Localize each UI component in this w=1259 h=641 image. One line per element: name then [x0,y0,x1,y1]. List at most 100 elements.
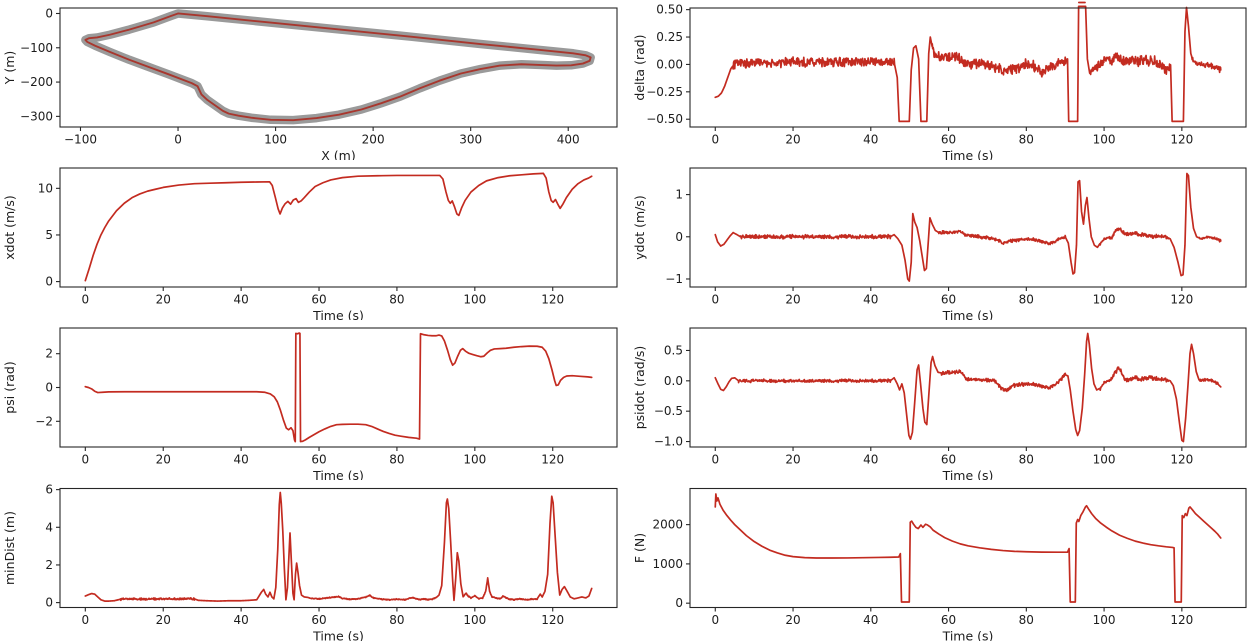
y-tick-label: −1 [665,272,683,286]
y-tick-label: −100 [20,41,53,55]
subplot-trajectory: −100 0 100 200 300 400 0 −100 −200 −300 X (m) Y (m) [0,0,630,160]
y-tick-label: 0.00 [656,57,683,71]
x-tick-label: 0 [81,453,89,467]
x-tick-label: 200 [362,133,385,147]
x-tick-label: 0 [174,133,182,147]
axes-spines [689,7,1247,128]
x-tick-label: 20 [156,453,171,467]
x-tick-label: 0 [81,293,89,307]
y-tick-label: −0.50 [646,112,683,126]
y-axis-label: ydot (m/s) [632,195,647,260]
plot-series-group [84,172,593,282]
x-tick-label: 100 [1093,453,1116,467]
x-tick-label: 60 [311,293,326,307]
y-tick-label: 0 [675,596,683,610]
y-tick-label: 0.25 [656,30,683,44]
series-line-mindist-signal [84,491,593,602]
y-tick-label: 0 [45,6,53,20]
y-tick-label: 1000 [652,557,683,571]
x-tick-label: 20 [156,293,171,307]
series-line-force-signal [714,493,1222,603]
x-tick-label: 80 [1019,453,1034,467]
y-axis-label: delta (rad) [632,34,647,100]
x-tick-label: 20 [785,613,800,627]
y-tick-label: 0 [45,596,53,610]
x-axis-label: Time (s) [312,468,364,480]
plot-series-group [714,332,1222,443]
x-tick-label: 80 [389,453,404,467]
y-tick-label: 2000 [652,518,683,532]
y-tick-label: 10 [38,181,53,195]
subplot-ydot: 0 20 40 60 80 100 120 1 0 −1 Time (s) ydot (m/s) [630,160,1259,320]
series-line-xdot-signal [84,172,593,282]
x-axis-label: Time (s) [942,629,994,641]
x-tick-label: 80 [1019,613,1034,627]
axes-spines [59,167,618,288]
x-tick-label: 120 [1170,133,1193,147]
x-axis-label: Time (s) [942,148,994,160]
x-tick-label: 300 [459,133,482,147]
axes-spines [689,167,1247,288]
x-tick-label: 100 [463,613,486,627]
trajectory-plot-canvas: −100 0 100 200 300 400 0 −100 −200 −300 X (m) Y (m) [2,6,618,160]
y-tick-label: 0 [45,275,53,289]
x-tick-label: 120 [541,613,564,627]
plot-series-group [714,1,1222,123]
x-tick-label: 60 [941,293,956,307]
x-tick-label: 60 [311,453,326,467]
ydot-plot-canvas: 0 20 40 60 80 100 120 1 0 −1 Time (s) ydot (m/s) [632,167,1247,320]
plot-series-group [84,332,593,443]
x-tick-label: 100 [1093,133,1116,147]
axes-spines [59,7,618,128]
y-axis-label: psidot (rad/s) [632,346,647,430]
x-tick-label: 60 [941,133,956,147]
y-tick-label: −2 [35,414,53,428]
plot-series-group [81,9,595,125]
x-tick-label: 0 [711,613,719,627]
x-tick-label: 40 [233,453,248,467]
y-axis-label: F (N) [632,533,647,563]
x-tick-label: 0 [81,613,89,627]
x-tick-label: 100 [463,293,486,307]
x-tick-label: 100 [264,133,287,147]
y-axis-label: psi (rad) [2,361,17,413]
x-tick-label: 20 [156,613,171,627]
y-tick-label: 4 [45,520,53,534]
x-tick-label: 0 [711,133,719,147]
y-tick-label: 2 [45,558,53,572]
y-tick-label: 0.5 [664,343,683,357]
x-tick-label: 60 [941,453,956,467]
x-axis-label: Time (s) [942,468,994,480]
x-tick-label: 0 [711,453,719,467]
y-tick-label: −200 [20,75,53,89]
x-tick-label: 20 [785,133,800,147]
y-axis-label: xdot (m/s) [2,195,17,260]
series-line-psidot-signal [714,332,1222,443]
x-tick-label: 60 [941,613,956,627]
x-tick-label: 20 [785,453,800,467]
y-tick-label: 0.50 [656,3,683,17]
series-line-ydot-signal [714,172,1222,282]
x-tick-label: 80 [389,613,404,627]
x-tick-label: 120 [1170,293,1193,307]
subplot-psidot: 0 20 40 60 80 100 120 0.5 0.0 −0.5 −1.0 Time (s) psi… [630,320,1259,480]
y-tick-label: 0 [45,381,53,395]
x-tick-label: 100 [1093,613,1116,627]
x-tick-label: 80 [1019,133,1034,147]
y-axis-label: Y (m) [2,51,17,86]
series-line-vehicle-path [84,12,592,122]
y-tick-label: −0.25 [646,85,683,99]
axes-spines [689,327,1247,448]
subplot-psi: 0 20 40 60 80 100 120 2 0 −2 Time (s) psi (rad) [0,320,630,480]
x-tick-label: 100 [463,453,486,467]
y-axis-label: minDist (m) [2,511,17,585]
x-tick-label: 40 [233,613,248,627]
y-tick-label: −1.0 [654,435,683,449]
plot-series-group [714,493,1222,603]
xdot-plot-canvas: 0 20 40 60 80 100 120 0 5 10 Time (s) xdot (m/s) [2,167,618,320]
x-tick-label: 120 [541,453,564,467]
psidot-plot-canvas: 0 20 40 60 80 100 120 0.5 0.0 −0.5 −1.0 Time (s) psi… [632,327,1247,480]
